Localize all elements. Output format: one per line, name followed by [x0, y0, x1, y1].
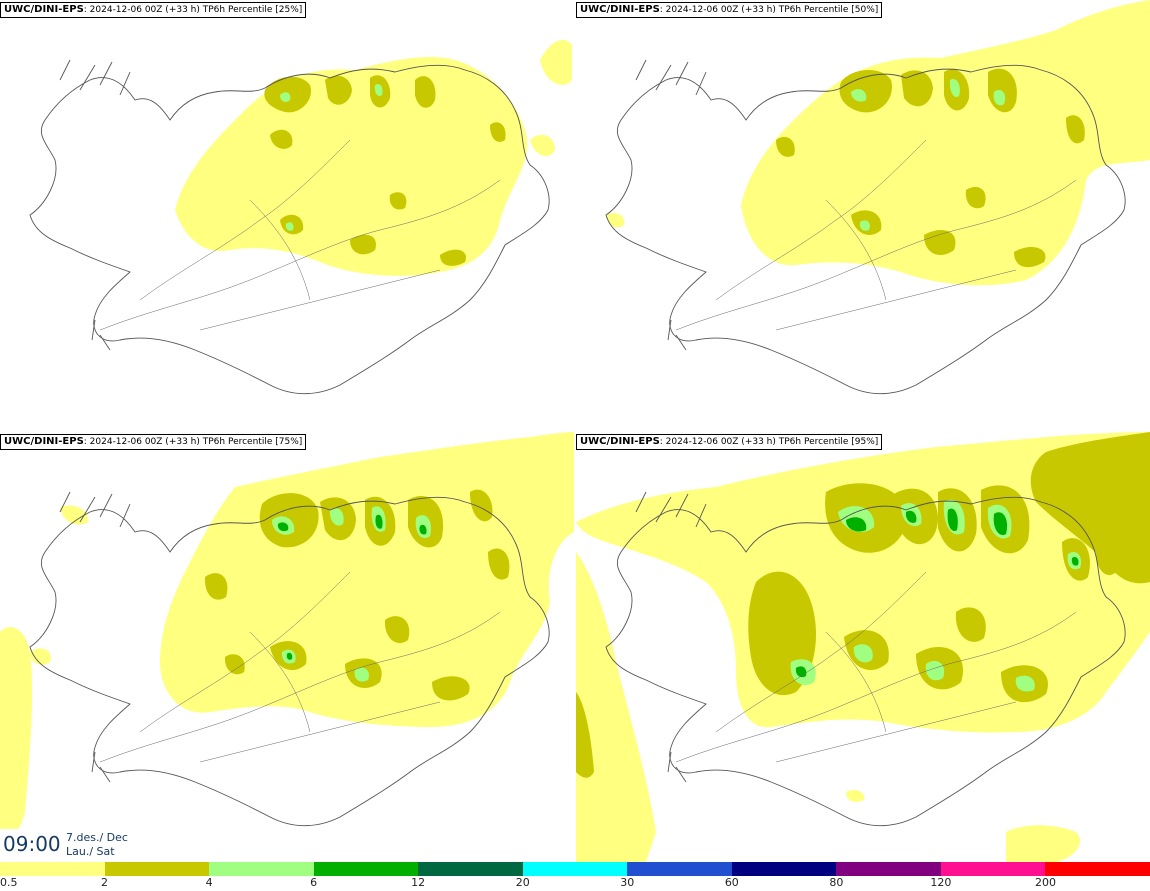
map-panel-p95: UWC/DINI-EPS: 2024-12-06 00Z (+33 h) TP6…: [576, 432, 1150, 862]
date-line-2: Lau./ Sat: [66, 845, 115, 858]
colorbar-tick-label: 12: [411, 876, 426, 889]
colorbar-tick-label: 200: [1034, 876, 1056, 889]
colorbar-tick-label: 60: [724, 876, 739, 889]
panel-title: UWC/DINI-EPS: 2024-12-06 00Z (+33 h) TP6…: [576, 2, 883, 18]
coastline: [29, 491, 550, 827]
colorbar-segment: [209, 862, 314, 876]
model-name: UWC/DINI-EPS: [580, 4, 660, 15]
colorbar-segment: [1045, 862, 1150, 876]
colorbar-segment: [522, 862, 628, 876]
map-panel-p50: UWC/DINI-EPS: 2024-12-06 00Z (+33 h) TP6…: [576, 0, 1150, 430]
precip-field: [175, 40, 572, 276]
colorbar-segment: [731, 862, 837, 876]
colorbar-tick-label: 120: [930, 876, 952, 889]
valid-time-box: 09:00 7.des./ Dec Lau./ Sat: [0, 829, 130, 862]
run-info: : 2024-12-06 00Z (+33 h): [83, 437, 200, 447]
precip-field: [576, 432, 1150, 862]
colorbar-segment: [836, 862, 941, 876]
panel-title: UWC/DINI-EPS: 2024-12-06 00Z (+33 h) TP6…: [0, 2, 307, 18]
precip-map: [0, 432, 574, 842]
product-name: TP6h Percentile [25%]: [199, 5, 303, 15]
product-name: TP6h Percentile [75%]: [199, 437, 303, 447]
colorbar-tick-label: 20: [515, 876, 530, 889]
coastline: [29, 59, 550, 395]
roads: [675, 139, 1077, 331]
coastline: [605, 59, 1126, 395]
run-info: : 2024-12-06 00Z (+33 h): [83, 5, 200, 15]
map-panel-p75: UWC/DINI-EPS: 2024-12-06 00Z (+33 h) TP6…: [0, 432, 574, 862]
colorbar-segment: [627, 862, 732, 876]
colorbar-tick-label: 80: [829, 876, 844, 889]
model-name: UWC/DINI-EPS: [580, 436, 660, 447]
colorbar-segment: [104, 862, 210, 876]
colorbar-segment: [313, 862, 419, 876]
roads: [99, 139, 501, 331]
precip-field: [0, 432, 574, 842]
valid-date: 7.des./ Dec Lau./ Sat: [66, 831, 128, 859]
precip-map: [29, 40, 572, 395]
precip-colorbar: [0, 862, 1150, 876]
coastline: [605, 491, 1126, 827]
colorbar-tick-label: 6: [310, 876, 318, 889]
precip-map: [605, 0, 1150, 395]
roads: [675, 571, 1077, 763]
colorbar-tick-label: 30: [620, 876, 635, 889]
model-name: UWC/DINI-EPS: [4, 436, 84, 447]
run-info: : 2024-12-06 00Z (+33 h): [659, 5, 776, 15]
model-name: UWC/DINI-EPS: [4, 4, 84, 15]
roads: [99, 571, 501, 763]
colorbar-segment: [418, 862, 523, 876]
run-info: : 2024-12-06 00Z (+33 h): [659, 437, 776, 447]
panel-title: UWC/DINI-EPS: 2024-12-06 00Z (+33 h) TP6…: [576, 434, 883, 450]
date-line-1: 7.des./ Dec: [66, 831, 128, 844]
product-name: TP6h Percentile [95%]: [775, 437, 879, 447]
colorbar-tick-label: 2: [101, 876, 109, 889]
colorbar-segment: [940, 862, 1046, 876]
valid-time: 09:00: [3, 832, 61, 856]
map-panel-p25: UWC/DINI-EPS: 2024-12-06 00Z (+33 h) TP6…: [0, 0, 574, 430]
panel-title: UWC/DINI-EPS: 2024-12-06 00Z (+33 h) TP6…: [0, 434, 307, 450]
colorbar-ticks: 0.5 2 4 6 12 20 30 60 80 120 200: [0, 876, 1150, 891]
precip-field: [606, 0, 1150, 286]
colorbar-tick-label: 0.5: [0, 876, 18, 889]
product-name: TP6h Percentile [50%]: [775, 5, 879, 15]
colorbar-tick-label: 4: [205, 876, 213, 889]
precip-map: [576, 432, 1150, 862]
colorbar-segment: [0, 862, 105, 876]
